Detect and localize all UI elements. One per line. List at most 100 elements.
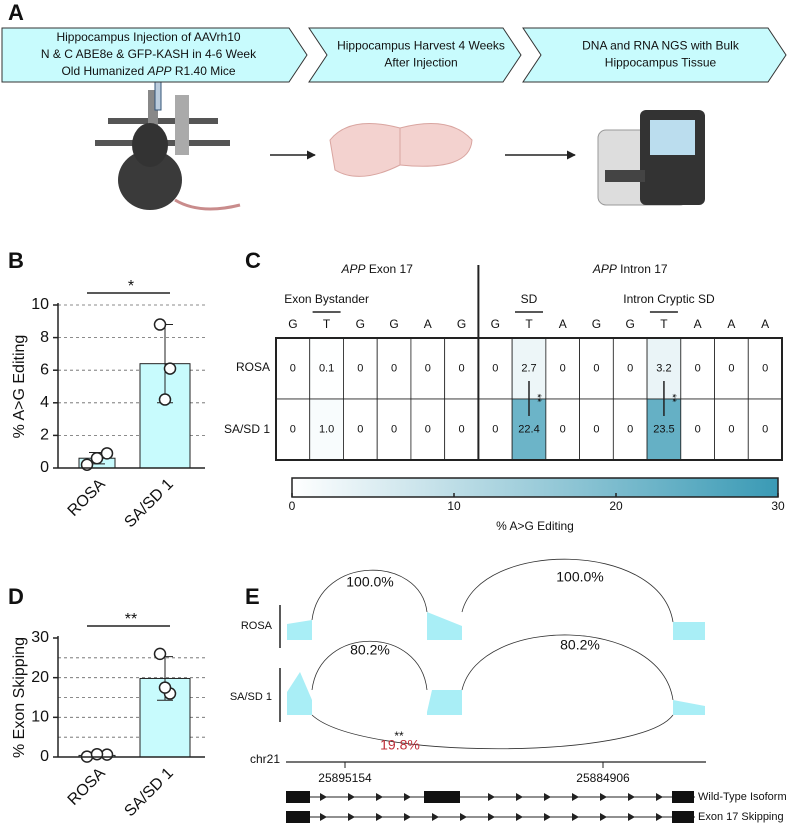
column-label: T: [525, 317, 533, 331]
data-point: [90, 451, 104, 465]
column-label: G: [592, 317, 601, 331]
column-label: A: [694, 317, 702, 331]
column-label: G: [457, 317, 466, 331]
strand-arrow: [656, 793, 663, 801]
cell-label: 22.4: [518, 423, 539, 435]
data-point: [153, 647, 167, 661]
cell-label: 0: [391, 423, 397, 435]
data-point: [158, 681, 172, 694]
workflow-step: [1, 27, 308, 83]
y-tick-label: 0: [40, 748, 49, 765]
text-part: Hippocampus Harvest 4 Weeks: [337, 39, 505, 53]
workflow-text: Hippocampus Tissue: [605, 56, 717, 70]
y-tick-label: 8: [40, 329, 49, 346]
heatmap-cell: [444, 398, 479, 461]
colorbar: [291, 477, 779, 498]
heatmap-cell: [309, 337, 344, 400]
strand-arrow: [516, 813, 523, 821]
workflow-text: Hippocampus Harvest 4 Weeks: [337, 39, 505, 53]
heatmap-cell: [309, 398, 344, 461]
heatmap-frame: [275, 337, 783, 461]
cell-label: 0: [290, 362, 296, 374]
region-label: APP Exon 17: [341, 262, 414, 276]
strand-arrow: [376, 793, 383, 801]
cell-label: 0: [492, 362, 498, 374]
y-tick-label: 0: [40, 459, 49, 476]
heatmap-cell: [376, 398, 412, 461]
cell-label: 0: [627, 362, 633, 374]
text-part: Intron 17: [617, 262, 668, 276]
column-label: T: [323, 317, 331, 331]
strand-arrow: [348, 793, 355, 801]
panel-label: E: [245, 584, 260, 609]
cell-label: 0: [560, 362, 566, 374]
site-label: Exon Bystander: [284, 292, 369, 306]
cell-label: 0: [695, 362, 701, 374]
column-label: T: [660, 317, 668, 331]
junction-arc: [311, 714, 674, 750]
y-axis-label: % A>G Editing: [11, 335, 28, 439]
chromosome-label: chr21: [250, 752, 280, 766]
cell-label: 3.2: [656, 362, 671, 374]
junction-arc: [311, 569, 428, 621]
row-label: SA/SD 1: [224, 422, 270, 436]
exon: [672, 791, 694, 803]
data-point: [100, 447, 114, 460]
text-part: N & C ABE8e & GFP-KASH in 4-6 Week: [41, 47, 257, 61]
cell-label: 1.0: [319, 423, 334, 435]
junction-label: 19.8%: [380, 737, 420, 753]
workflow-text: Old Humanized APP R1.40 Mice: [61, 64, 235, 78]
region-label: APP Intron 17: [592, 262, 668, 276]
column-label: G: [288, 317, 297, 331]
junction-arc: [311, 640, 428, 691]
panel-label: A: [8, 0, 24, 25]
row-label: ROSA: [236, 360, 270, 374]
coverage: [427, 690, 462, 715]
text-part: APP: [592, 262, 617, 276]
site-label: Intron Cryptic SD: [623, 292, 715, 306]
sequencer-illustration: [597, 110, 705, 206]
strand-arrow: [404, 813, 411, 821]
y-axis-label: % Exon Skipping: [11, 637, 28, 758]
significance-label: *: [128, 278, 134, 295]
cell-label: 0: [560, 423, 566, 435]
cell-label: 0: [357, 423, 363, 435]
cell-label: 0: [627, 423, 633, 435]
significance-label: **: [394, 729, 404, 743]
heatmap-cell: [545, 398, 580, 461]
column-label: G: [389, 317, 398, 331]
heatmap-cell: [477, 398, 513, 461]
cell-label: 2.7: [521, 362, 536, 374]
heatmap-cell: [612, 398, 648, 461]
y-tick-label: 6: [40, 361, 49, 378]
exon: [286, 791, 310, 803]
text-part: APP: [147, 64, 172, 78]
coverage: [673, 622, 705, 640]
strand-arrow: [488, 813, 495, 821]
text-part: Hippocampus Injection of AAVrh10: [56, 30, 240, 44]
y-tick-label: 10: [31, 709, 49, 726]
cell-label: 23.5: [653, 423, 674, 435]
track-label: ROSA: [241, 620, 273, 632]
text-part: APP: [341, 262, 366, 276]
cell-label: 0: [762, 423, 768, 435]
data-point: [158, 393, 172, 406]
site-label: SD: [521, 292, 538, 306]
x-tick-label: ROSA: [65, 476, 109, 520]
workflow-step: [522, 27, 787, 83]
text-part: Exon 17: [366, 262, 414, 276]
colorbar-label: % A>G Editing: [496, 519, 574, 533]
cell-label: 0: [290, 423, 296, 435]
cell-label: 0: [357, 362, 363, 374]
x-tick-label: SA/SD 1: [121, 765, 176, 820]
panel-label: D: [8, 584, 24, 609]
cell-label: 0: [728, 423, 734, 435]
column-label: G: [356, 317, 365, 331]
heatmap-cell: [612, 337, 648, 400]
y-tick-label: 20: [31, 669, 49, 686]
column-label: G: [491, 317, 500, 331]
significance-label: **: [666, 394, 678, 403]
text-part: DNA and RNA NGS with Bulk: [582, 39, 740, 53]
cell-label: 0: [593, 362, 599, 374]
